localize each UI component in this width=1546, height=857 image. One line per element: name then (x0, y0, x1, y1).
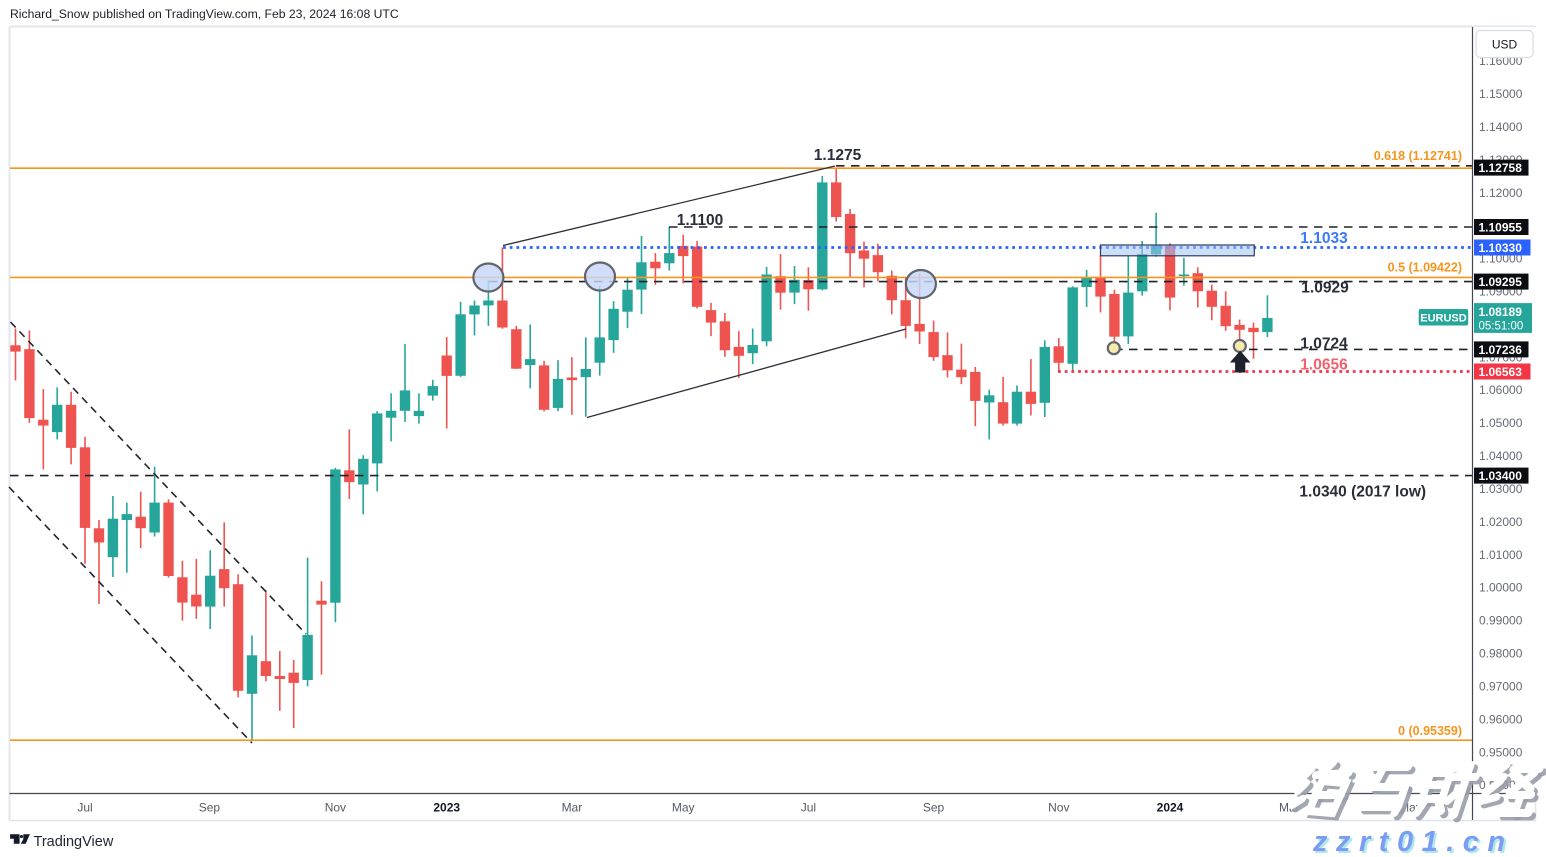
svg-text:Mar: Mar (562, 801, 583, 815)
svg-text:1.12000: 1.12000 (1479, 186, 1523, 200)
svg-text:1.00000: 1.00000 (1479, 581, 1523, 595)
svg-text:1.1033: 1.1033 (1300, 230, 1348, 247)
svg-text:Nov: Nov (325, 801, 346, 815)
svg-text:1.06563: 1.06563 (1479, 365, 1523, 379)
svg-text:1.09295: 1.09295 (1479, 275, 1523, 289)
svg-text:0.96000: 0.96000 (1479, 712, 1523, 726)
svg-text:2023: 2023 (433, 801, 460, 815)
svg-text:1.0724: 1.0724 (1300, 336, 1348, 353)
svg-text:1.08189: 1.08189 (1479, 305, 1523, 319)
svg-text:1.06000: 1.06000 (1479, 383, 1523, 397)
svg-text:1.14000: 1.14000 (1479, 120, 1523, 134)
svg-text:1.0656: 1.0656 (1300, 357, 1348, 374)
svg-text:1.15000: 1.15000 (1479, 87, 1523, 101)
svg-text:0.99000: 0.99000 (1479, 614, 1523, 628)
svg-text:May: May (672, 801, 695, 815)
svg-text:1.07236: 1.07236 (1479, 343, 1523, 357)
svg-text:1.01000: 1.01000 (1479, 548, 1523, 562)
svg-text:1.04000: 1.04000 (1479, 449, 1523, 463)
svg-text:05:51:00: 05:51:00 (1479, 320, 1524, 332)
svg-text:zzrt01.cn: zzrt01.cn (1314, 828, 1516, 857)
svg-text:Sep: Sep (923, 801, 945, 815)
svg-text:0.97000: 0.97000 (1479, 679, 1523, 693)
svg-text:Richard_Snow published on Trad: Richard_Snow published on TradingView.co… (10, 7, 399, 21)
svg-text:Jul: Jul (801, 801, 816, 815)
svg-text:1.02000: 1.02000 (1479, 515, 1523, 529)
svg-text:Sep: Sep (199, 801, 221, 815)
svg-text:1.12758: 1.12758 (1479, 161, 1523, 175)
svg-text:1.03400: 1.03400 (1479, 469, 1523, 483)
svg-text:2024: 2024 (1157, 801, 1184, 815)
svg-text:1.0929: 1.0929 (1301, 280, 1349, 297)
svg-text:1.1100: 1.1100 (677, 212, 724, 229)
svg-text:1.0340 (2017 low): 1.0340 (2017 low) (1299, 484, 1426, 501)
svg-text:0.95000: 0.95000 (1479, 745, 1523, 759)
svg-text:1.10330: 1.10330 (1479, 241, 1523, 255)
svg-text:zzrt01.cn: zzrt01.cn (1312, 826, 1514, 857)
svg-text:EURUSD: EURUSD (1420, 312, 1467, 324)
svg-text:1.05000: 1.05000 (1479, 416, 1523, 430)
svg-text:TradingView: TradingView (34, 834, 114, 850)
svg-text:0.98000: 0.98000 (1479, 647, 1523, 661)
svg-text:Nov: Nov (1048, 801, 1069, 815)
svg-text:0 (0.95359): 0 (0.95359) (1398, 724, 1462, 738)
svg-text:1.10955: 1.10955 (1479, 221, 1523, 235)
svg-text:1.03000: 1.03000 (1479, 482, 1523, 496)
svg-text:USD: USD (1492, 38, 1518, 52)
svg-text:0.5 (1.09422): 0.5 (1.09422) (1388, 260, 1462, 274)
svg-text:1.1275: 1.1275 (814, 147, 862, 164)
svg-text:0.618 (1.12741): 0.618 (1.12741) (1374, 149, 1462, 163)
svg-text:Jul: Jul (77, 801, 92, 815)
